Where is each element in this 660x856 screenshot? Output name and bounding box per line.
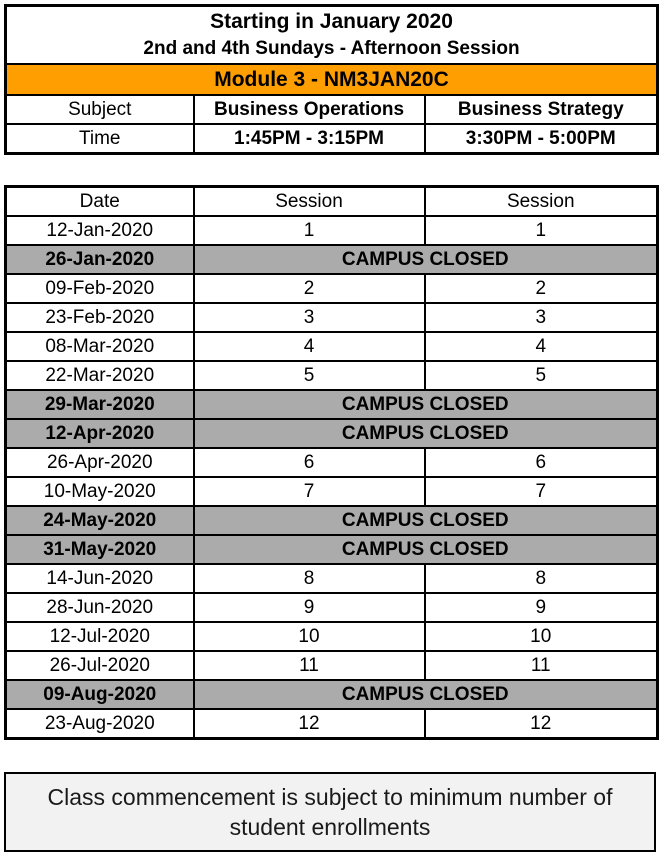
schedule-row-closed: 09-Aug-2020 CAMPUS CLOSED [4,679,659,710]
subject-row: Subject Business Operations Business Str… [4,94,659,125]
campus-closed-cell: CAMPUS CLOSED [192,418,659,449]
schedule-row: 08-Mar-2020 4 4 [4,331,659,362]
schedule-row: 28-Jun-2020 9 9 [4,592,659,623]
session-cell: 8 [423,563,659,594]
date-cell: 23-Aug-2020 [4,708,195,740]
session-cell: 6 [423,447,659,478]
schedule-row-closed: 26-Jan-2020 CAMPUS CLOSED [4,244,659,275]
session-cell: 2 [423,273,659,304]
subject-strategy: Business Strategy [423,94,659,125]
session-cell: 10 [423,621,659,652]
date-cell: 23-Feb-2020 [4,302,195,333]
campus-closed-cell: CAMPUS CLOSED [192,534,659,565]
footer-note-text: Class commencement is subject to minimum… [47,784,613,840]
schedule-row: 09-Feb-2020 2 2 [4,273,659,304]
date-cell: 14-Jun-2020 [4,563,195,594]
date-cell: 31-May-2020 [4,534,195,565]
session-cell: 4 [423,331,659,362]
session-cell: 12 [423,708,659,740]
schedule-row: 26-Jul-2020 11 11 [4,650,659,681]
module-row: Module 3 - NM3JAN20C [4,63,659,96]
date-cell: 22-Mar-2020 [4,360,195,391]
session-cell: 3 [423,302,659,333]
session-cell: 7 [423,476,659,507]
session-cell: 1 [192,215,426,246]
date-cell: 10-May-2020 [4,476,195,507]
session-cell: 3 [192,302,426,333]
session-cell: 12 [192,708,426,740]
schedule-row: 10-May-2020 7 7 [4,476,659,507]
schedule-row: 23-Aug-2020 12 12 [4,708,659,740]
session-cell: 6 [192,447,426,478]
session-cell: 8 [192,563,426,594]
date-cell: 09-Aug-2020 [4,679,195,710]
subject-operations: Business Operations [192,94,426,125]
date-cell: 29-Mar-2020 [4,389,195,420]
schedule-row: 26-Apr-2020 6 6 [4,447,659,478]
time-operations: 1:45PM - 3:15PM [192,123,426,155]
session-cell: 10 [192,621,426,652]
module-banner: Module 3 - NM3JAN20C [4,63,659,96]
session-cell: 4 [192,331,426,362]
campus-closed-cell: CAMPUS CLOSED [192,389,659,420]
page-title: Starting in January 2020 [210,10,453,33]
schedule-header-row: Date Session Session [4,185,659,217]
session2-column-header: Session [423,185,659,217]
time-label: Time [4,123,195,155]
schedule-row: 12-Jan-2020 1 1 [4,215,659,246]
date-cell: 26-Jan-2020 [4,244,195,275]
date-cell: 24-May-2020 [4,505,195,536]
schedule-row-closed: 24-May-2020 CAMPUS CLOSED [4,505,659,536]
time-row: Time 1:45PM - 3:15PM 3:30PM - 5:00PM [4,123,659,155]
title-cell: Starting in January 2020 2nd and 4th Sun… [4,4,659,65]
session-cell: 9 [423,592,659,623]
session-cell: 2 [192,273,426,304]
campus-closed-cell: CAMPUS CLOSED [192,679,659,710]
session-cell: 5 [423,360,659,391]
page-subtitle: 2nd and 4th Sundays - Afternoon Session [143,38,520,59]
date-cell: 08-Mar-2020 [4,331,195,362]
session-cell: 11 [192,650,426,681]
date-column-header: Date [4,185,195,217]
session-cell: 1 [423,215,659,246]
schedule-row: 12-Jul-2020 10 10 [4,621,659,652]
session-schedule-table: Date Session Session 12-Jan-2020 1 1 26-… [4,185,659,740]
footer-note: Class commencement is subject to minimum… [4,772,656,852]
date-cell: 26-Jul-2020 [4,650,195,681]
session-cell: 7 [192,476,426,507]
session1-column-header: Session [192,185,426,217]
campus-closed-cell: CAMPUS CLOSED [192,505,659,536]
session-cell: 5 [192,360,426,391]
session-cell: 11 [423,650,659,681]
schedule-row: 14-Jun-2020 8 8 [4,563,659,594]
time-strategy: 3:30PM - 5:00PM [423,123,659,155]
campus-closed-cell: CAMPUS CLOSED [192,244,659,275]
schedule-row: 23-Feb-2020 3 3 [4,302,659,333]
date-cell: 09-Feb-2020 [4,273,195,304]
subject-label: Subject [4,94,195,125]
schedule-row-closed: 31-May-2020 CAMPUS CLOSED [4,534,659,565]
schedule-row-closed: 29-Mar-2020 CAMPUS CLOSED [4,389,659,420]
date-cell: 28-Jun-2020 [4,592,195,623]
date-cell: 12-Jul-2020 [4,621,195,652]
date-cell: 12-Jan-2020 [4,215,195,246]
session-cell: 9 [192,592,426,623]
schedule-row-closed: 12-Apr-2020 CAMPUS CLOSED [4,418,659,449]
title-row: Starting in January 2020 2nd and 4th Sun… [4,4,659,65]
schedule-row: 22-Mar-2020 5 5 [4,360,659,391]
date-cell: 12-Apr-2020 [4,418,195,449]
course-header-table: Starting in January 2020 2nd and 4th Sun… [4,4,659,155]
date-cell: 26-Apr-2020 [4,447,195,478]
